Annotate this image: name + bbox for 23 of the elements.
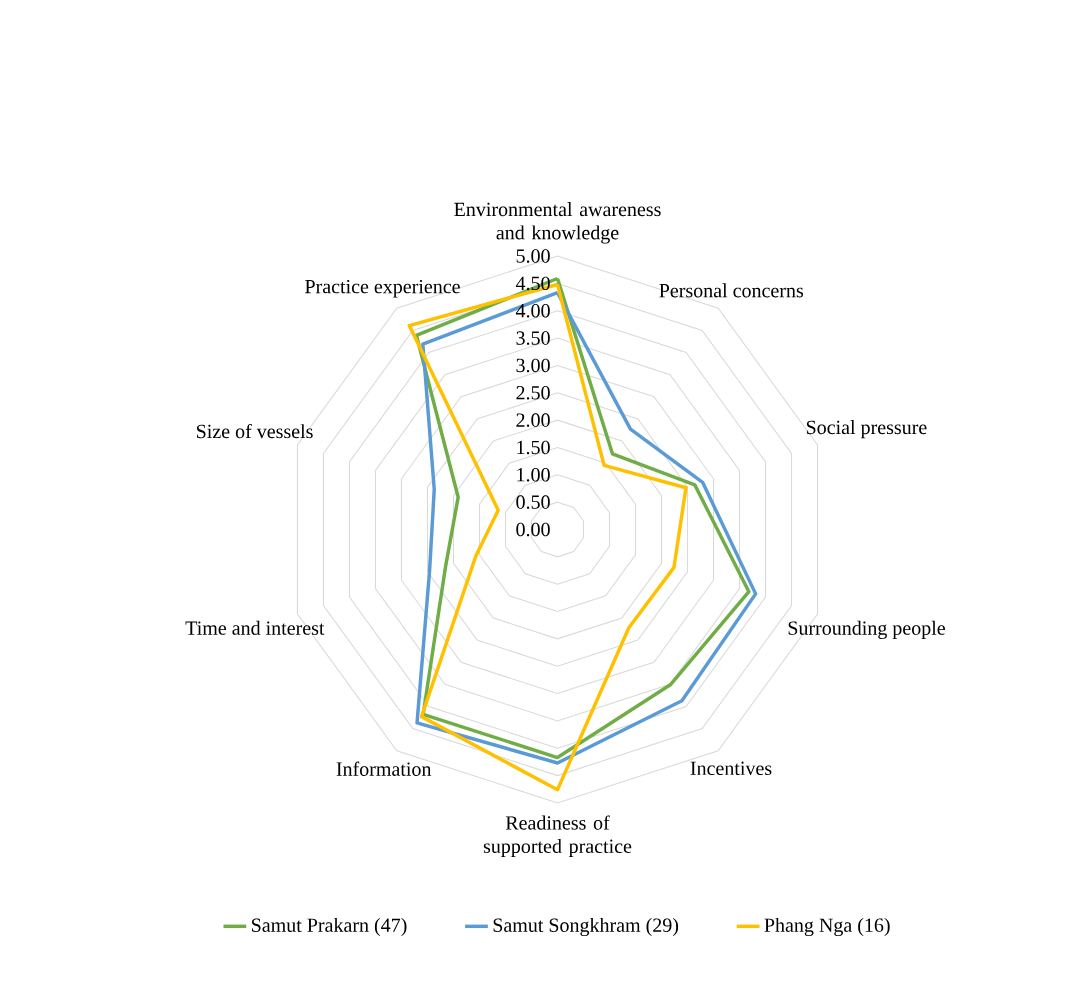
spoke-label: Environmental awareness and knowledge bbox=[454, 202, 661, 244]
spoke-label: Time and interest bbox=[185, 620, 325, 636]
y-tick-label: 1.00 bbox=[517, 468, 550, 482]
y-tick-label: 3.00 bbox=[516, 358, 550, 373]
y-tick-label: 2.50 bbox=[516, 386, 550, 400]
spoke-label: Personal concerns bbox=[659, 283, 804, 298]
y-tick-label: 3.50 bbox=[516, 331, 550, 346]
y-tick-label: 5.00 bbox=[516, 249, 550, 264]
y-tick-label: 2.00 bbox=[516, 413, 550, 428]
spoke-label: Social pressure bbox=[806, 420, 927, 439]
spoke-label: Size of vessels bbox=[196, 424, 313, 439]
spoke-label: Information bbox=[336, 761, 432, 777]
spoke-label: Incentives bbox=[690, 761, 772, 776]
y-tick-label: 0.00 bbox=[516, 522, 550, 537]
legend-label: Samut Songkhram (29) bbox=[493, 918, 679, 937]
spoke-label: Readiness of supported practice bbox=[483, 815, 632, 858]
spoke-label: Surrounding people bbox=[788, 620, 945, 640]
legend-label: Phang Nga (16) bbox=[764, 918, 890, 937]
y-tick-label: 4.00 bbox=[515, 304, 550, 318]
spoke-label: Practice experience bbox=[305, 280, 460, 298]
y-tick-label: 1.50 bbox=[517, 440, 550, 455]
y-tick-label: 0.50 bbox=[516, 495, 550, 510]
legend-label: Samut Prakarn (47) bbox=[252, 918, 407, 937]
